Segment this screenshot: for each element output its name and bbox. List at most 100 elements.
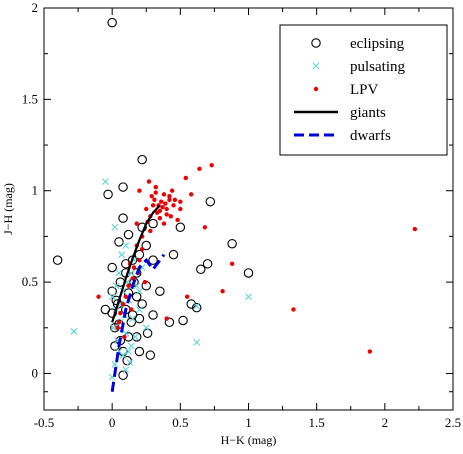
series-line-dwarfs [110, 253, 166, 392]
y-tick-label: 0 [32, 365, 39, 380]
point-eclipsing [114, 237, 124, 247]
point-lpv [183, 175, 188, 181]
point-eclipsing [137, 299, 147, 309]
point-lpv [172, 197, 178, 203]
point-lpv [126, 283, 131, 288]
point-pulsating [110, 324, 117, 332]
point-lpv [171, 203, 176, 208]
x-tick-label: 0.5 [172, 415, 188, 430]
x-tick-label: 2 [382, 415, 389, 430]
point-eclipsing [107, 17, 117, 28]
legend-marker [311, 38, 321, 48]
point-eclipsing [107, 262, 117, 273]
x-tick-label: 1 [245, 415, 252, 430]
point-lpv [159, 199, 164, 204]
point-lpv [178, 199, 183, 204]
point-lpv [164, 212, 169, 217]
point-pulsating [136, 306, 143, 313]
point-eclipsing [243, 268, 254, 278]
axis-ticks: -0.5 0 0.5 1 1.5 2 2.5 0 0.5 1 1.5 2 [22, 0, 461, 430]
point-lpv [123, 294, 128, 299]
point-lpv [175, 217, 180, 223]
point-lpv [169, 188, 175, 193]
point-eclipsing [103, 189, 113, 200]
point-eclipsing [118, 213, 128, 223]
point-eclipsing [175, 222, 186, 233]
point-lpv [142, 279, 148, 285]
y-tick-label: 2 [32, 0, 39, 15]
x-tick-label: 1.5 [309, 415, 325, 430]
point-lpv [148, 228, 153, 234]
point-pulsating [193, 339, 201, 346]
point-eclipsing [202, 259, 213, 269]
legend-item-pulsating: pulsating [312, 59, 405, 75]
point-pulsating [111, 360, 119, 368]
point-lpv [137, 188, 142, 193]
point-lpv [131, 265, 137, 270]
legend-item-lpv: LPV [313, 82, 379, 98]
point-lpv [149, 194, 154, 199]
series-giants [111, 204, 161, 323]
point-lpv [291, 307, 296, 312]
y-tick-label: 0.5 [22, 274, 38, 289]
point-lpv [157, 208, 163, 214]
point-pulsating [122, 366, 130, 374]
point-lpv [153, 184, 158, 190]
point-lpv [209, 162, 214, 168]
point-lpv [153, 190, 158, 195]
point-lpv [367, 349, 373, 354]
point-eclipsing [191, 302, 202, 313]
series-dwarfs [110, 253, 166, 392]
point-lpv [161, 192, 167, 197]
point-lpv [120, 301, 126, 307]
legend-symbol-pulsating [312, 62, 320, 70]
point-eclipsing [178, 315, 188, 326]
point-eclipsing [205, 196, 216, 207]
legend-item-giants: giants [294, 105, 386, 121]
plot-area [52, 17, 418, 392]
point-eclipsing [126, 317, 137, 328]
legend-box [279, 24, 448, 156]
point-lpv [157, 215, 163, 221]
legend-label-lpv: LPV [350, 82, 379, 98]
point-pulsating [101, 178, 109, 185]
legend-symbol-eclipsing [311, 38, 321, 48]
point-lpv [178, 206, 183, 212]
point-eclipsing [131, 291, 142, 302]
point-pulsating [118, 251, 126, 259]
point-lpv [220, 289, 225, 294]
point-eclipsing [227, 238, 237, 249]
point-pulsating [70, 328, 78, 335]
point-lpv [197, 166, 202, 171]
point-pulsating [115, 269, 123, 277]
legend: eclipsing pulsating LPV giants dwarfs [279, 24, 448, 156]
point-pulsating [129, 315, 137, 323]
point-eclipsing [100, 304, 111, 315]
point-eclipsing [134, 346, 145, 357]
point-lpv [164, 316, 169, 321]
legend-item-eclipsing: eclipsing [311, 36, 405, 52]
point-pulsating [193, 302, 201, 310]
point-eclipsing [148, 218, 158, 229]
point-eclipsing [141, 240, 152, 251]
y-tick-label: 1.5 [22, 91, 38, 106]
point-lpv [184, 294, 190, 299]
point-lpv [202, 225, 208, 230]
point-lpv [116, 320, 122, 325]
point-eclipsing [131, 332, 142, 342]
point-eclipsing [142, 328, 153, 339]
point-pulsating [111, 223, 119, 231]
point-pulsating [112, 282, 120, 290]
point-pulsating [125, 348, 132, 355]
series-eclipsing [52, 17, 254, 381]
point-pulsating [131, 333, 139, 341]
y-tick-label: 1 [32, 183, 39, 198]
point-eclipsing [196, 264, 206, 275]
x-tick-label: 2.5 [445, 415, 461, 430]
point-eclipsing [134, 313, 145, 324]
legend-label-eclipsing: eclipsing [350, 36, 405, 52]
point-pulsating [245, 293, 252, 301]
point-lpv [118, 310, 123, 316]
x-tick-label: 0 [109, 415, 116, 430]
